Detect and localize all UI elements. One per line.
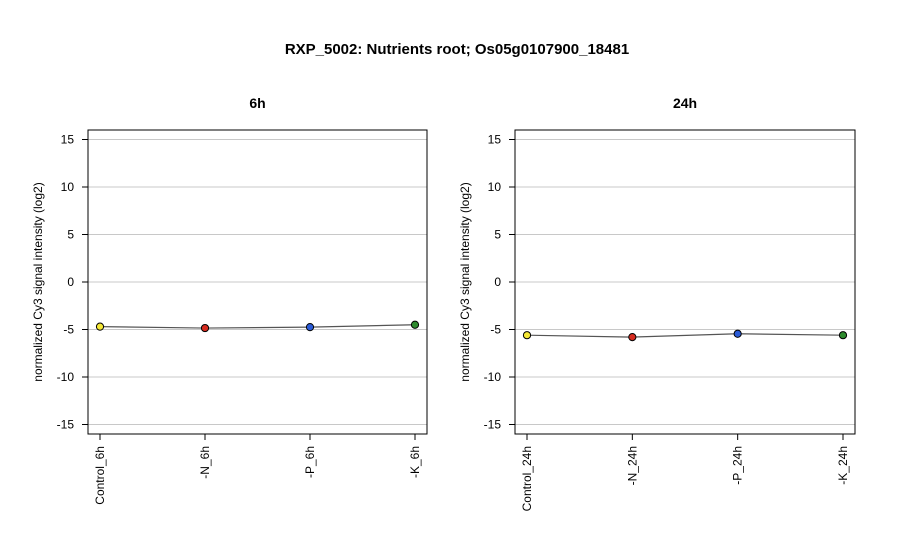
data-point-Control_6h bbox=[95, 322, 105, 331]
y-tick-label: 15 bbox=[488, 133, 502, 147]
x-tick-label: Control_6h bbox=[93, 446, 107, 505]
chart-panel-6h: -15 -10 -5 0 5 10 15 Control_6h -N_6h -P_6h -K_6h 6… bbox=[31, 95, 428, 505]
data-point--P_6h bbox=[305, 323, 315, 332]
panel-title: 24h bbox=[673, 95, 697, 111]
panels: -15 -10 -5 0 5 10 15 Control_6h -N_6h -P_6h -K_6h 6… bbox=[31, 95, 856, 511]
data-point--K_24h bbox=[838, 331, 848, 340]
y-tick-label: 0 bbox=[67, 275, 74, 289]
x-tick-label: -K_6h bbox=[408, 446, 422, 478]
y-tick-label: 10 bbox=[61, 180, 75, 194]
x-tick-label: -N_24h bbox=[625, 446, 639, 485]
y-tick-label: -15 bbox=[57, 418, 75, 432]
x-tick-label: -K_24h bbox=[836, 446, 850, 485]
y-tick-label: 5 bbox=[67, 228, 74, 242]
y-tick-label: 0 bbox=[494, 275, 501, 289]
panel-title: 6h bbox=[249, 95, 265, 111]
y-axis-label: normalized Cy3 signal intensity (log2) bbox=[31, 182, 45, 381]
x-tick-label: -P_24h bbox=[731, 446, 745, 485]
y-tick-label: -15 bbox=[484, 418, 502, 432]
y-tick-label: -5 bbox=[490, 323, 501, 337]
x-tick-label: Control_24h bbox=[520, 446, 534, 511]
data-point--N_6h bbox=[200, 323, 210, 333]
y-axis-label: normalized Cy3 signal intensity (log2) bbox=[458, 182, 472, 381]
chart-panel-24h: -15 -10 -5 0 5 10 15 Control_24h -N_24h -P_24h -K_… bbox=[458, 95, 856, 511]
x-tick-label: -P_6h bbox=[303, 446, 317, 478]
data-point--N_24h bbox=[628, 333, 637, 342]
data-point-Control_24h bbox=[522, 331, 532, 340]
y-tick-label: 5 bbox=[494, 228, 501, 242]
series-line bbox=[99, 324, 416, 329]
y-tick-label: 10 bbox=[488, 180, 502, 194]
y-tick-label: 15 bbox=[61, 133, 75, 147]
series-line bbox=[526, 333, 844, 338]
y-tick-label: -5 bbox=[63, 323, 74, 337]
data-point--P_24h bbox=[733, 329, 742, 338]
figure-title: RXP_5002: Nutrients root; Os05g0107900_1… bbox=[285, 41, 629, 58]
data-point--K_6h bbox=[410, 320, 420, 329]
x-tick-label: -N_6h bbox=[198, 446, 212, 479]
y-tick-label: -10 bbox=[484, 370, 502, 384]
y-tick-label: -10 bbox=[57, 370, 75, 384]
